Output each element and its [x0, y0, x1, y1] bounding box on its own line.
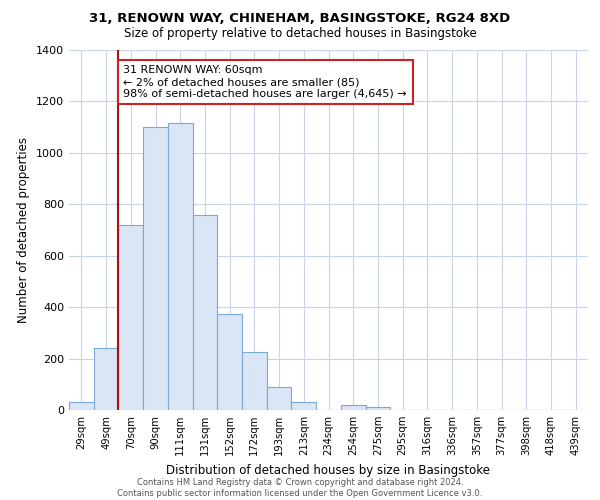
Bar — [365, 408, 390, 410]
Text: Contains HM Land Registry data © Crown copyright and database right 2024.
Contai: Contains HM Land Registry data © Crown c… — [118, 478, 482, 498]
Bar — [94, 348, 118, 410]
Bar — [143, 127, 168, 410]
Bar — [267, 387, 292, 410]
Text: 31 RENOWN WAY: 60sqm
← 2% of detached houses are smaller (85)
98% of semi-detach: 31 RENOWN WAY: 60sqm ← 2% of detached ho… — [124, 66, 407, 98]
Text: Size of property relative to detached houses in Basingstoke: Size of property relative to detached ho… — [124, 28, 476, 40]
Text: 31, RENOWN WAY, CHINEHAM, BASINGSTOKE, RG24 8XD: 31, RENOWN WAY, CHINEHAM, BASINGSTOKE, R… — [89, 12, 511, 26]
Bar — [242, 352, 267, 410]
Bar — [193, 214, 217, 410]
Bar — [217, 314, 242, 410]
Bar — [292, 402, 316, 410]
Bar — [69, 402, 94, 410]
Bar — [118, 225, 143, 410]
Bar — [168, 124, 193, 410]
Bar — [341, 405, 365, 410]
X-axis label: Distribution of detached houses by size in Basingstoke: Distribution of detached houses by size … — [167, 464, 491, 476]
Y-axis label: Number of detached properties: Number of detached properties — [17, 137, 31, 323]
